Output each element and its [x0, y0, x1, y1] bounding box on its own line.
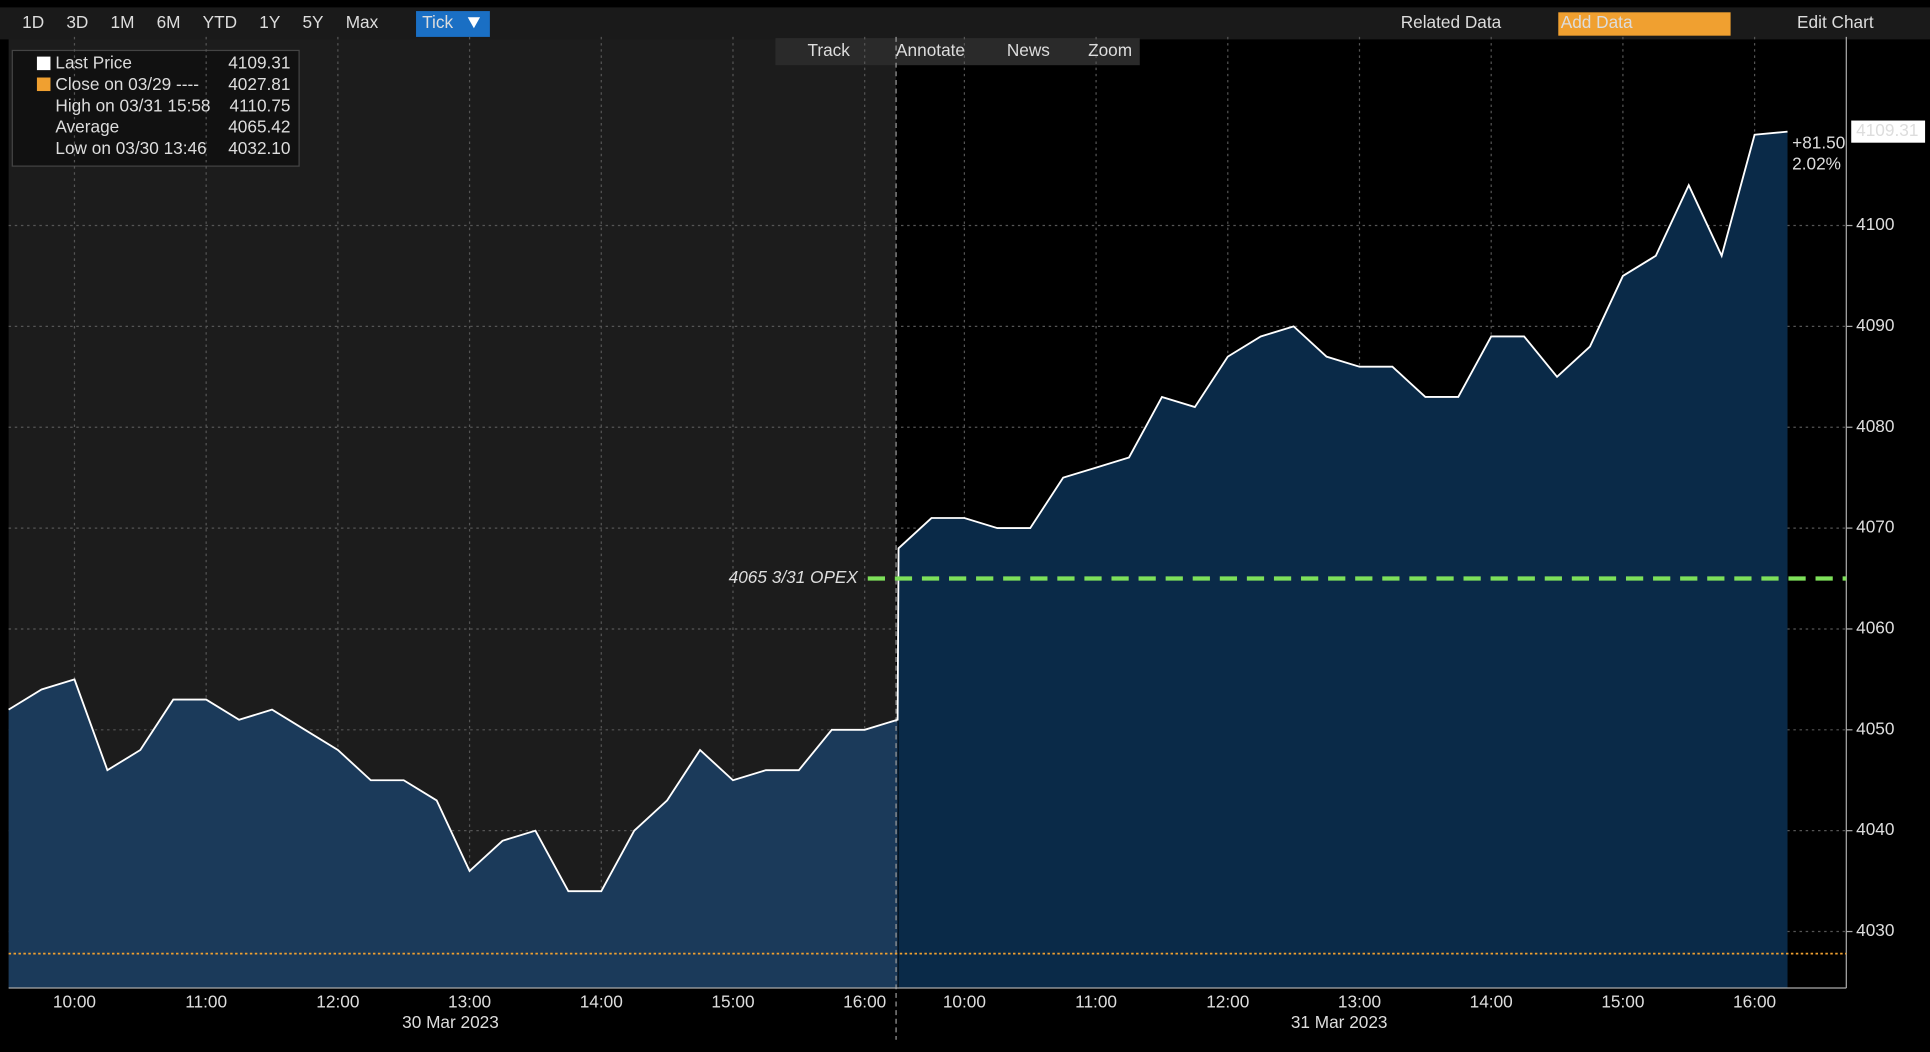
y-tick-label: 4090	[1856, 315, 1894, 335]
add-data[interactable]: Add Data	[1561, 12, 1633, 32]
dropdown-arrow	[467, 17, 481, 29]
y-tick-label: 4080	[1856, 416, 1894, 436]
change-pct-label: 2.02%	[1792, 153, 1841, 173]
chart-tool[interactable]: Zoom	[1088, 40, 1132, 60]
range-button[interactable]: 5Y	[302, 12, 324, 32]
plot: 4030 4040 4050 4060 4070 4080 4090 4100 10:00 11:…	[8, 36, 1926, 1040]
opex-label: 4065 3/31 OPEX	[729, 567, 860, 587]
legend-label: High on 03/31 15:58	[55, 95, 210, 115]
range-button[interactable]: 1Y	[259, 12, 281, 32]
price-line	[8, 130, 1788, 893]
legend-value: 4032.10	[228, 138, 290, 158]
x-tick-label: 10:00	[53, 991, 96, 1011]
add-data-box[interactable]	[1558, 12, 1731, 36]
range-button-active[interactable]: Tick	[422, 12, 453, 32]
y-tick-label: 4040	[1856, 819, 1894, 839]
related-data[interactable]: Related Data	[1401, 12, 1502, 32]
date-label: 31 Mar 2023	[1291, 1012, 1388, 1032]
y-tick-label: 4060	[1856, 618, 1894, 638]
active-range-bg	[416, 11, 490, 37]
range-button[interactable]: 6M	[157, 12, 181, 32]
chart-tools-bar	[775, 38, 1140, 66]
chart-tool[interactable]: Annotate	[896, 40, 965, 60]
chart-tool[interactable]: Track	[807, 40, 850, 60]
x-tick-label: 16:00	[1733, 991, 1776, 1011]
x-tick-label: 11:00	[185, 991, 227, 1011]
legend-label: Close on 03/29 ----	[55, 74, 199, 94]
y-tick-label: 4070	[1856, 517, 1894, 537]
legend-value: 4110.75	[230, 95, 291, 115]
legend-label: Average	[55, 117, 119, 137]
last-price-tag	[1851, 120, 1926, 143]
x-tick-label: 13:00	[448, 991, 491, 1011]
legend-value: 4109.31	[228, 53, 290, 73]
range-button[interactable]: 3D	[66, 12, 88, 32]
x-tick-label: 15:00	[711, 991, 754, 1011]
x-tick-label: 15:00	[1601, 991, 1644, 1011]
legend-label: Last Price	[55, 53, 132, 73]
range-button[interactable]: Max	[346, 12, 379, 32]
range-button[interactable]: YTD	[203, 12, 237, 32]
legend-swatch-last	[36, 56, 51, 71]
x-tick-label: 14:00	[580, 991, 623, 1011]
x-tick-label: 14:00	[1470, 991, 1513, 1011]
x-tick-label: 12:00	[1206, 991, 1249, 1011]
area	[8, 679, 898, 989]
legend-label: Low on 03/30 13:46	[55, 138, 206, 158]
y-tick-label: 4100	[1856, 214, 1894, 234]
x-tick-label: 10:00	[943, 991, 986, 1011]
area	[898, 131, 1788, 989]
x-tick-label: 13:00	[1338, 991, 1381, 1011]
chart-tool[interactable]: News	[1007, 40, 1050, 60]
legend-value: 4027.81	[228, 74, 290, 94]
range-button[interactable]: 1D	[22, 12, 44, 32]
edit-chart[interactable]: Edit Chart	[1797, 12, 1874, 32]
last-price-label: 4109.31	[1856, 120, 1918, 140]
legend-box	[11, 49, 300, 167]
y-tick-label: 4050	[1856, 718, 1894, 738]
x-tick-label: 11:00	[1075, 991, 1117, 1011]
legend-swatch-close	[36, 77, 51, 92]
change-label: +81.50	[1792, 132, 1845, 152]
x-tick-label: 12:00	[316, 991, 359, 1011]
range-button[interactable]: 1M	[111, 12, 135, 32]
x-tick-label: 16:00	[843, 991, 886, 1011]
legend-value: 4065.42	[228, 117, 290, 137]
date-label: 30 Mar 2023	[402, 1012, 499, 1032]
y-tick-label: 4030	[1856, 920, 1894, 940]
